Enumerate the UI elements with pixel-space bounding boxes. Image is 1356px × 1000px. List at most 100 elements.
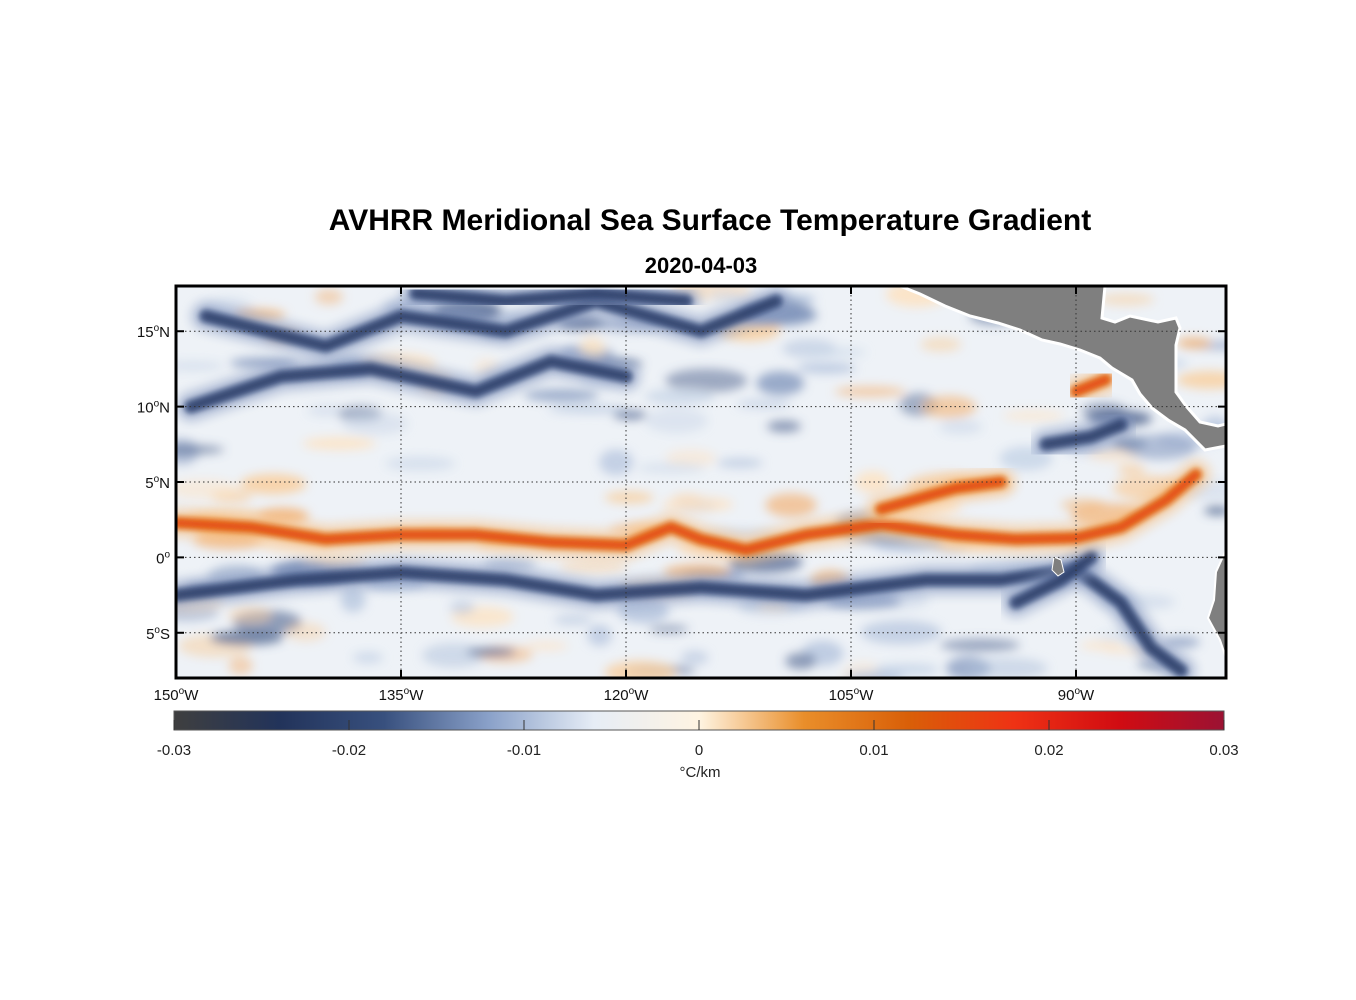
texture-blob bbox=[209, 630, 284, 646]
warm-branch-band bbox=[878, 479, 1004, 512]
chart-subtitle: 2020-04-03 bbox=[644, 253, 758, 278]
texture-blob bbox=[302, 437, 376, 450]
degree-symbol: o bbox=[404, 686, 410, 697]
tick-degree: 135 bbox=[379, 687, 404, 704]
lat-tick-label: 15oN bbox=[137, 323, 170, 341]
texture-blob bbox=[559, 559, 628, 574]
tick-degree: 90 bbox=[1058, 687, 1075, 704]
texture-blob bbox=[449, 600, 475, 615]
texture-blob bbox=[340, 587, 366, 613]
lon-tick-label: 120oW bbox=[604, 686, 650, 704]
texture-blob bbox=[805, 347, 867, 358]
south-america-land bbox=[1206, 549, 1226, 659]
texture-blob bbox=[228, 656, 253, 675]
central-america-land bbox=[899, 286, 1226, 452]
texture-blob bbox=[1176, 370, 1226, 389]
colorbar-tick-label: -0.01 bbox=[507, 742, 541, 759]
texture-blob bbox=[665, 449, 717, 467]
texture-blob bbox=[855, 471, 890, 494]
texture-blob bbox=[1204, 506, 1226, 515]
texture-blob bbox=[352, 651, 384, 664]
tick-degree: 120 bbox=[604, 687, 629, 704]
colorbar-unit-label: °C/km bbox=[679, 764, 721, 781]
texture-blob bbox=[466, 647, 516, 657]
lat-tick-label: 5oN bbox=[145, 474, 170, 492]
texture-blob bbox=[834, 386, 906, 397]
tick-hemisphere: N bbox=[159, 475, 170, 492]
texture-blob bbox=[637, 462, 705, 474]
degree-symbol: o bbox=[629, 686, 635, 697]
texture-blob bbox=[1123, 434, 1197, 460]
tick-hemisphere: W bbox=[1080, 687, 1095, 704]
gradient-bands bbox=[176, 286, 1211, 678]
degree-symbol: o bbox=[154, 625, 160, 636]
texture-blob bbox=[307, 405, 346, 416]
texture-blob bbox=[587, 624, 612, 647]
lat-tick-label: 5oS bbox=[146, 625, 170, 643]
tick-hemisphere: N bbox=[159, 324, 170, 341]
panama-warm-band bbox=[1073, 377, 1109, 394]
galapagos-island bbox=[1051, 556, 1065, 577]
degree-symbol: o bbox=[154, 323, 160, 334]
sst-gradient-field bbox=[176, 286, 1226, 678]
tick-hemisphere: W bbox=[409, 687, 424, 704]
tick-degree: 105 bbox=[829, 687, 854, 704]
colorbar-tick-label: 0.02 bbox=[1034, 742, 1063, 759]
tick-hemisphere: W bbox=[184, 687, 199, 704]
texture-blob bbox=[662, 496, 734, 513]
texture-blob bbox=[680, 650, 709, 665]
tick-degree: 150 bbox=[154, 687, 179, 704]
tick-degree: 5 bbox=[145, 475, 153, 492]
tick-degree: 10 bbox=[137, 400, 154, 417]
tick-hemisphere: W bbox=[859, 687, 874, 704]
colorbar-tick-label: 0 bbox=[695, 742, 703, 759]
texture-blob bbox=[604, 660, 677, 678]
texture-blob bbox=[176, 445, 225, 455]
north-cold-3-band bbox=[413, 291, 689, 304]
texture-blob bbox=[524, 389, 599, 402]
tick-hemisphere: N bbox=[159, 400, 170, 417]
equatorial-warm-band bbox=[176, 472, 1199, 553]
texture-blob bbox=[1060, 498, 1106, 512]
texture-blob bbox=[756, 371, 805, 396]
texture-blob bbox=[922, 395, 977, 419]
north-cold-2-band bbox=[188, 358, 629, 410]
texture-blob bbox=[1176, 337, 1212, 349]
texture-blob bbox=[422, 643, 486, 668]
texture-blob bbox=[645, 408, 708, 434]
tick-hemisphere: S bbox=[160, 626, 170, 643]
texture-blob bbox=[553, 614, 593, 626]
texture-blob bbox=[285, 622, 326, 642]
colorbar-tick-label: 0.03 bbox=[1209, 742, 1238, 759]
chart-title: AVHRR Meridional Sea Surface Temperature… bbox=[328, 204, 1092, 237]
texture-blob bbox=[708, 291, 742, 302]
lon-tick-label: 150oW bbox=[154, 686, 200, 704]
degree-symbol: o bbox=[179, 686, 185, 697]
texture-blob bbox=[796, 363, 856, 374]
degree-symbol: o bbox=[854, 686, 860, 697]
texture-blob bbox=[920, 337, 962, 352]
texture-blob bbox=[1117, 464, 1146, 475]
texture-blob bbox=[176, 361, 225, 371]
texture-blob bbox=[240, 473, 307, 495]
lat-tick-label: 10oN bbox=[137, 399, 170, 417]
texture-blob bbox=[966, 657, 1048, 678]
tick-degree: 15 bbox=[137, 324, 154, 341]
degree-symbol: o bbox=[154, 474, 160, 485]
texture-blob bbox=[613, 411, 648, 420]
colorbar-tick-label: -0.03 bbox=[157, 742, 191, 759]
texture-blob bbox=[176, 479, 240, 500]
colorbar-tick-label: 0.01 bbox=[859, 742, 888, 759]
texture-blob bbox=[1163, 637, 1200, 648]
coastal-cold-band bbox=[1013, 554, 1094, 606]
degree-symbol: o bbox=[1074, 686, 1080, 697]
lon-tick-label: 90oW bbox=[1058, 686, 1095, 704]
equatorial-cold-band bbox=[176, 566, 1184, 673]
degree-symbol: o bbox=[154, 399, 160, 410]
texture-blob bbox=[314, 289, 343, 305]
lon-tick-label: 135oW bbox=[379, 686, 425, 704]
texture-blob bbox=[1097, 293, 1155, 306]
texture-blob bbox=[1002, 410, 1065, 421]
lon-tick-label: 105oW bbox=[829, 686, 875, 704]
